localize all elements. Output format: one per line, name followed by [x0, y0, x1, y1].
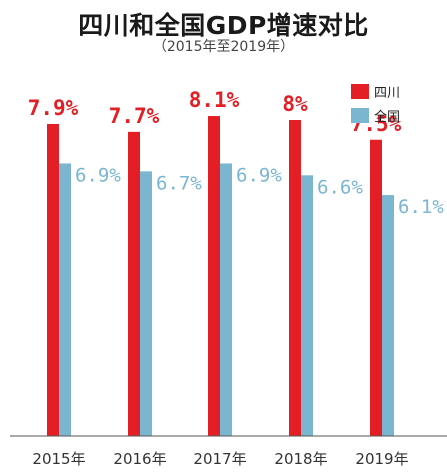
- data-label-sichuan: 7.9%: [28, 96, 79, 120]
- chart-title: 四川和全国GDP增速对比: [78, 11, 369, 40]
- bar-national: [220, 163, 232, 436]
- legend-label-national: 全国: [374, 109, 400, 125]
- bar-sichuan: [208, 116, 220, 437]
- data-label-sichuan: 8%: [282, 92, 308, 116]
- data-label-sichuan: 8.1%: [189, 88, 240, 112]
- x-tick-label: 2015年: [32, 450, 85, 468]
- x-tick-label: 2017年: [193, 450, 246, 468]
- bar-national: [301, 175, 313, 437]
- x-tick-label: 2018年: [274, 450, 327, 468]
- data-label-national: 6.1%: [398, 196, 444, 218]
- bar-national: [140, 171, 152, 436]
- data-label-national: 6.9%: [75, 164, 121, 186]
- data-label-national: 6.9%: [236, 164, 282, 186]
- chart-subtitle: （2015年至2019年）: [152, 39, 295, 55]
- x-tick-label: 2016年: [113, 450, 166, 468]
- data-label-national: 6.7%: [156, 172, 202, 194]
- data-label-national: 6.6%: [317, 176, 363, 198]
- bar-sichuan: [128, 131, 140, 436]
- x-tick-label: 2019年: [355, 450, 408, 468]
- legend-swatch-national: [351, 108, 369, 123]
- bar-national: [59, 163, 71, 436]
- data-label-sichuan: 7.7%: [109, 104, 160, 128]
- legend-label-sichuan: 四川: [374, 86, 400, 101]
- bar-sichuan: [370, 139, 382, 436]
- bar-sichuan: [47, 123, 59, 436]
- legend-swatch-sichuan: [351, 84, 369, 99]
- bar-sichuan: [289, 120, 301, 436]
- bar-national: [382, 195, 394, 436]
